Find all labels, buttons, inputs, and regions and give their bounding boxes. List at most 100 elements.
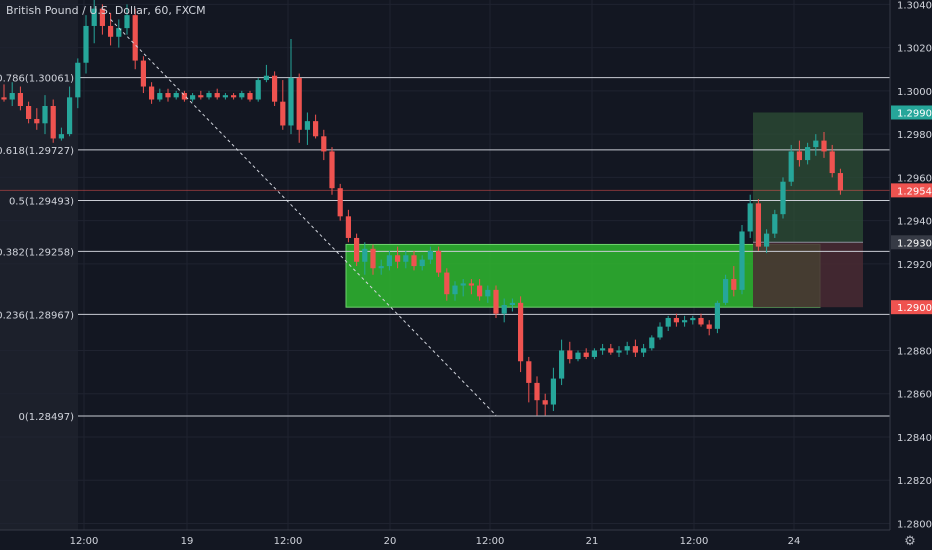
candle-body — [772, 214, 778, 234]
price-tick: 1.30000 — [897, 87, 932, 98]
candle — [108, 12, 114, 46]
time-axis-bg — [0, 530, 932, 550]
candle — [42, 95, 48, 135]
candle — [813, 134, 819, 156]
candle — [641, 343, 647, 357]
candle-body — [165, 93, 171, 98]
candle-body — [714, 302, 720, 329]
time-axis[interactable]: 12:00 19 12:00 20 12:00 21 12:00 24 ⚙ — [0, 529, 932, 550]
price-axis-bg — [890, 0, 932, 550]
candle-body — [747, 203, 753, 232]
candle-body — [296, 77, 302, 130]
price-tick: 1.28200 — [897, 476, 932, 487]
time-tick: 12:00 — [476, 536, 505, 547]
candle — [583, 348, 589, 360]
candle — [411, 250, 417, 271]
candle-body — [575, 352, 581, 360]
candle — [157, 88, 163, 102]
candle — [149, 82, 155, 104]
candle — [600, 343, 606, 355]
candle-body — [1, 97, 7, 100]
candle-body — [362, 248, 368, 262]
candle-body — [58, 134, 64, 139]
candle — [616, 346, 622, 357]
candle-body — [247, 93, 253, 100]
candle-body — [42, 106, 48, 124]
price-tick: 1.30400 — [897, 0, 932, 11]
trend-line — [110, 19, 497, 416]
candle-body — [813, 140, 819, 148]
candle-body — [690, 318, 696, 321]
candle-body — [206, 93, 212, 98]
candle — [468, 279, 474, 295]
candle-body — [304, 121, 310, 130]
candle-body — [263, 75, 269, 81]
candle — [263, 64, 269, 83]
candle — [362, 242, 368, 275]
candle-body — [91, 8, 97, 26]
candle — [337, 183, 343, 221]
candle — [75, 58, 81, 109]
candle — [436, 246, 442, 277]
candle-body — [509, 302, 515, 306]
candle-body — [805, 147, 811, 161]
candle-body — [181, 93, 187, 100]
candle — [370, 244, 376, 275]
candle — [706, 320, 712, 336]
candle — [747, 194, 753, 238]
time-tick: 20 — [384, 536, 397, 547]
candle — [805, 142, 811, 165]
candle-body — [403, 255, 409, 262]
candle — [222, 93, 228, 100]
candle — [288, 38, 294, 135]
candle — [9, 82, 15, 106]
candle — [17, 86, 23, 111]
position-target-area — [753, 112, 863, 243]
candle — [673, 313, 679, 327]
price-tick: 1.28400 — [897, 433, 932, 444]
candle-body — [616, 350, 622, 353]
price-label-bg — [891, 235, 932, 250]
trend-line-layer — [110, 19, 497, 416]
candle-body — [149, 86, 155, 100]
session-band — [0, 0, 78, 530]
candle — [591, 348, 597, 360]
candle-body — [567, 350, 573, 360]
candle — [682, 315, 688, 327]
candle — [575, 350, 581, 362]
candle-body — [239, 93, 245, 98]
candle-body — [559, 350, 565, 379]
candle-body — [682, 320, 688, 323]
price-axis[interactable]: 1.30400 1.30200 1.30000 1.29800 1.29600 1.294… — [889, 0, 932, 550]
candle — [26, 101, 32, 124]
candle — [739, 224, 745, 295]
candle-body — [526, 361, 532, 383]
candle-body — [378, 266, 384, 269]
candle — [313, 114, 319, 139]
candle — [321, 129, 327, 161]
price-tick: 1.30200 — [897, 44, 932, 55]
candle — [34, 108, 40, 130]
candle — [608, 343, 614, 355]
price-label-bg — [891, 105, 932, 120]
candle — [690, 315, 696, 325]
candle-body — [140, 60, 146, 87]
symbol-title: British Pound / U.S. Dollar, 60, FXCM — [6, 4, 206, 17]
candle — [821, 131, 827, 158]
gear-icon[interactable]: ⚙ — [904, 534, 916, 549]
candle — [460, 279, 466, 297]
time-tick: 12:00 — [680, 536, 709, 547]
candle — [714, 300, 720, 334]
candle — [50, 99, 56, 143]
candle-body — [608, 348, 614, 353]
price-label-bg — [891, 183, 932, 198]
candle — [649, 335, 655, 351]
candle-body — [600, 348, 606, 351]
candle — [395, 246, 401, 269]
candle-body — [9, 93, 15, 100]
fib-label: 0.382(1.29258) — [0, 247, 74, 258]
candle-body — [739, 231, 745, 290]
candle — [83, 15, 89, 74]
candle-body — [321, 136, 327, 152]
